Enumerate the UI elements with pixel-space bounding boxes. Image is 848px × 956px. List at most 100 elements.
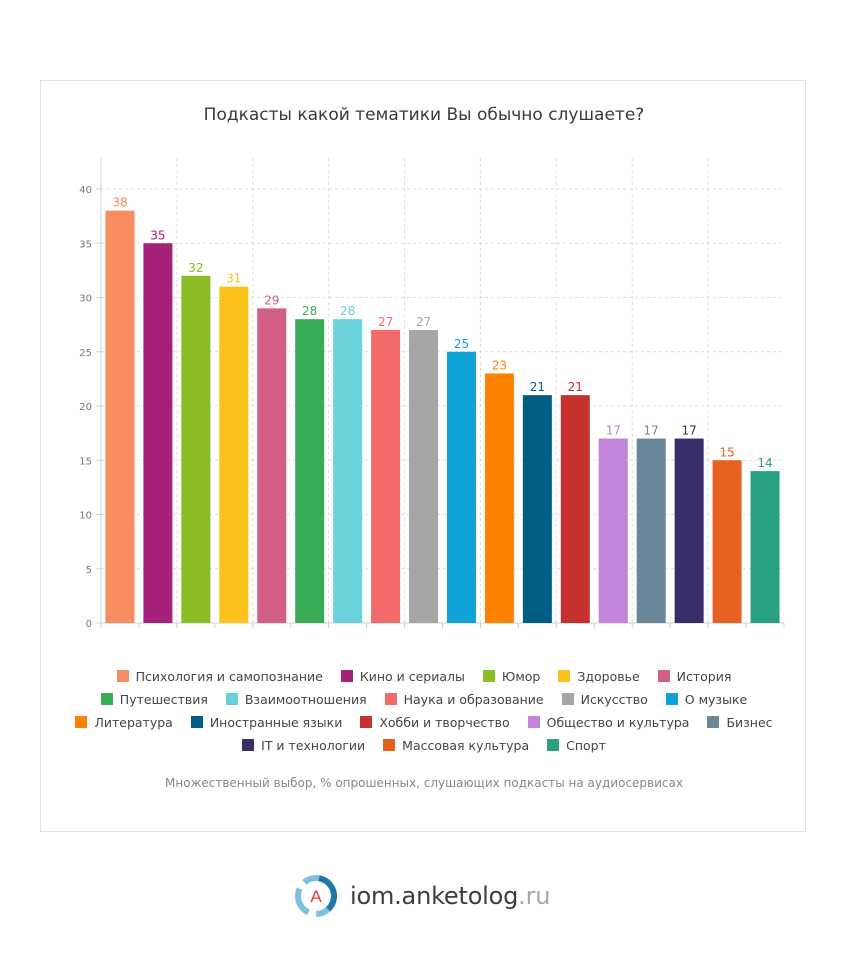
legend-swatch	[75, 716, 88, 728]
bar	[712, 460, 742, 623]
bar	[409, 330, 439, 623]
bar	[295, 319, 325, 623]
legend-label: Кино и сериалы	[359, 669, 465, 684]
bar	[560, 395, 590, 623]
data-label: 35	[150, 228, 165, 242]
legend-swatch	[547, 739, 560, 751]
legend-label: Бизнес	[726, 715, 773, 730]
anketolog-logo-icon: A	[295, 875, 337, 917]
data-label: 31	[226, 272, 241, 286]
y-tick-label: 20	[79, 402, 92, 413]
legend-swatch	[561, 693, 574, 705]
legend-label: Иностранные языки	[209, 715, 343, 730]
legend-swatch	[657, 670, 670, 682]
legend-item[interactable]: Кино и сериалы	[340, 665, 465, 688]
legend-swatch	[360, 716, 373, 728]
data-label: 15	[719, 445, 734, 459]
legend-swatch	[707, 716, 720, 728]
chart-title: Подкасты какой тематики Вы обычно слушае…	[203, 105, 645, 125]
legend-item[interactable]: Юмор	[482, 665, 541, 688]
legend-item[interactable]: О музыке	[665, 688, 747, 711]
bar	[143, 243, 173, 623]
data-label: 17	[606, 424, 621, 438]
legend-swatch	[100, 693, 113, 705]
chart-legend: Психология и самопознание Кино и сериалы…	[60, 665, 788, 757]
legend-swatch	[384, 693, 397, 705]
bar-chart: 0 5 10 15 20 25 30 35 40 38 35 32 31 29 28 28 27 27 25 23 21…	[79, 158, 785, 630]
bar	[674, 438, 704, 623]
bar	[598, 438, 628, 623]
legend-swatch	[242, 739, 255, 751]
data-label: 23	[492, 358, 507, 372]
legend-swatch	[225, 693, 238, 705]
legend-item[interactable]: Общество и культура	[527, 711, 690, 734]
legend-label: Литература	[94, 715, 173, 730]
y-tick-label: 15	[79, 456, 92, 467]
legend-label: История	[676, 669, 732, 684]
legend-item[interactable]: Взаимоотношения	[225, 688, 367, 711]
legend-item[interactable]: Литература	[75, 711, 173, 734]
data-label: 14	[757, 456, 772, 470]
legend-swatch	[527, 716, 540, 728]
bar	[636, 438, 666, 623]
data-label: 17	[681, 424, 696, 438]
y-tick-label: 30	[79, 294, 92, 305]
data-label: 27	[378, 315, 393, 329]
bar	[371, 330, 401, 623]
legend-item[interactable]: Путешествия	[100, 688, 208, 711]
data-label: 17	[644, 424, 659, 438]
legend-label: Психология и самопознание	[135, 669, 323, 684]
data-label: 28	[340, 304, 355, 318]
y-tick-label: 5	[86, 565, 92, 576]
legend-label: Юмор	[501, 669, 541, 684]
chart-note: Множественный выбор, % опрошенных, слуша…	[165, 776, 683, 790]
legend-label: Наука и образование	[403, 692, 544, 707]
bar	[257, 308, 287, 623]
bar	[522, 395, 552, 623]
data-label: 27	[416, 315, 431, 329]
brand-text: iom.anketolog.ru	[350, 882, 550, 910]
legend-label: Хобби и творчество	[379, 715, 510, 730]
data-label: 21	[568, 380, 583, 394]
data-label: 32	[188, 261, 203, 275]
brand-tld: .ru	[518, 882, 551, 910]
legend-item[interactable]: Массовая культура	[383, 734, 529, 757]
legend-item[interactable]: Хобби и творчество	[360, 711, 510, 734]
legend-item[interactable]: IT и технологии	[242, 734, 365, 757]
legend-item[interactable]: Наука и образование	[384, 688, 544, 711]
legend-label: Спорт	[566, 738, 606, 753]
bar	[181, 275, 211, 623]
data-label: 21	[530, 380, 545, 394]
legend-item[interactable]: Бизнес	[707, 711, 773, 734]
legend-swatch	[340, 670, 353, 682]
legend-swatch	[665, 693, 678, 705]
bar	[750, 471, 780, 623]
legend-item[interactable]: Психология и самопознание	[116, 665, 323, 688]
bar	[446, 351, 476, 623]
legend-swatch	[116, 670, 129, 682]
legend-item[interactable]: Спорт	[547, 734, 606, 757]
y-tick-label: 25	[79, 348, 92, 359]
legend-swatch	[190, 716, 203, 728]
legend-swatch	[482, 670, 495, 682]
y-tick-label: 35	[79, 239, 92, 250]
legend-item[interactable]: Иностранные языки	[190, 711, 343, 734]
legend-item[interactable]: Искусство	[561, 688, 648, 711]
legend-item[interactable]: История	[657, 665, 732, 688]
logo-letter: A	[310, 887, 322, 906]
legend-label: IT и технологии	[261, 738, 366, 753]
legend-swatch	[383, 739, 396, 751]
data-label: 29	[264, 293, 279, 307]
data-label: 25	[454, 337, 469, 351]
legend-label: Искусство	[580, 692, 648, 707]
legend-item[interactable]: Здоровье	[558, 665, 640, 688]
legend-label: Общество и культура	[546, 715, 690, 730]
brand-logo[interactable]: A iom.anketolog.ru	[292, 872, 550, 920]
bar	[105, 210, 135, 623]
bar	[333, 319, 363, 623]
bar	[219, 286, 249, 623]
legend-label: Путешествия	[119, 692, 208, 707]
legend-label: Здоровье	[577, 669, 640, 684]
bar	[484, 373, 514, 623]
legend-label: Взаимоотношения	[244, 692, 367, 707]
